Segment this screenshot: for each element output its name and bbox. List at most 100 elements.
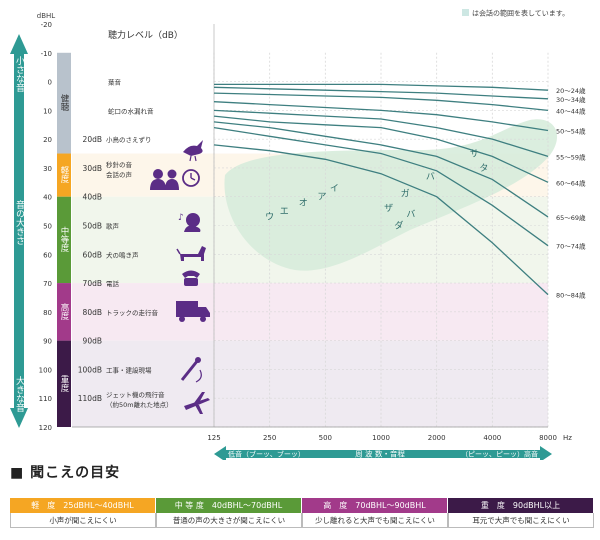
legend-head-profound: 重 度 90dBHL以上 xyxy=(448,498,594,513)
x-axis-low-label: 低音（ブーッ、ブーッ） xyxy=(228,450,305,459)
speech-legend-note: は会話の範囲を表しています。 xyxy=(472,9,569,18)
phone-icon xyxy=(182,270,200,286)
category-band-2 xyxy=(57,196,71,284)
example-label-8: トラックの走行音 xyxy=(106,308,159,317)
y-tick-12: 100 xyxy=(39,366,52,374)
series-label-7: 70～74歳 xyxy=(556,242,586,251)
example-label2-11: （約50m離れた地点） xyxy=(106,400,173,409)
y-label-top: 小さな音 xyxy=(14,56,25,93)
legend-desc-profound: 耳元で大声でも聞こえにくい xyxy=(448,513,594,528)
phoneme-1: エ xyxy=(280,207,289,217)
frequency-arrow xyxy=(214,446,552,460)
y-tick-labels: -20 -10 0 10 20 30 40 50 60 70 80 90 100 110 120 xyxy=(39,21,52,432)
y-tick-2: 0 xyxy=(48,79,52,87)
legend-desc-moderate: 普通の声の大きさが聞こえにくい xyxy=(156,513,302,528)
example-db-3: 30dB xyxy=(83,164,102,173)
example-label-10: 工事・建設現場 xyxy=(106,365,152,374)
y-tick-5: 30 xyxy=(43,165,52,173)
example-db-4: 40dB xyxy=(83,193,102,202)
phoneme-11: タ xyxy=(479,163,488,174)
singer-icon: ♪ xyxy=(178,213,201,232)
truck-icon xyxy=(176,301,210,322)
category-band-1 xyxy=(57,153,71,197)
y-tick-10: 80 xyxy=(43,309,52,317)
example-label-2: 小鳥のさえずり xyxy=(106,135,152,144)
curve-2 xyxy=(213,92,549,112)
y-tick-11: 90 xyxy=(43,338,52,346)
category-label-1: 軽度 xyxy=(59,166,69,184)
curve-7 xyxy=(213,126,549,247)
y-tick-13: 110 xyxy=(39,395,52,403)
phoneme-0: ウ xyxy=(265,212,274,223)
curve-8 xyxy=(213,144,549,296)
series-label-5: 60～64歳 xyxy=(556,178,586,187)
x-tick-0: 125 xyxy=(207,434,220,442)
y-label-bottom: 大きな音 xyxy=(14,375,25,413)
category-band-4 xyxy=(57,340,71,427)
phoneme-7: ダ xyxy=(394,219,403,231)
y-tick-1: -10 xyxy=(41,50,52,58)
legend-head-moderate: 中 等 度 40dBHL～70dBHL xyxy=(156,498,302,513)
y-tick-14: 120 xyxy=(39,424,52,432)
category-label-3: 高度 xyxy=(59,302,69,321)
y-tick-8: 60 xyxy=(43,251,52,259)
x-axis-high-label: （ピーッ、ピーッ）高音 xyxy=(461,450,538,459)
phoneme-9: バ xyxy=(426,171,435,182)
x-tick-labels: 125 250 500 1000 2000 4000 8000 xyxy=(207,434,557,442)
y-tick-6: 40 xyxy=(43,194,52,202)
category-label-4: 重度 xyxy=(59,374,69,393)
curve-5 xyxy=(213,115,549,183)
category-band-3 xyxy=(57,283,71,341)
example-label-6: 犬の鳴き声 xyxy=(106,250,139,259)
y-label-mid: 音の大きさ xyxy=(14,199,25,245)
y-tick-4: 20 xyxy=(43,136,52,144)
curve-4 xyxy=(213,109,549,158)
x-tick-4: 2000 xyxy=(428,434,446,442)
y-tick-3: 10 xyxy=(43,107,52,115)
phoneme-2: オ xyxy=(299,197,308,208)
x-tick-6: 8000 xyxy=(539,434,557,442)
category-band-0 xyxy=(57,52,71,154)
phoneme-4: ア xyxy=(318,193,327,203)
legend-desc-mild: 小声が聞こえにくい xyxy=(10,513,156,528)
legend-head-severe: 高 度 70dBHL～90dBHL xyxy=(302,498,448,513)
dog-icon xyxy=(176,246,206,261)
curve-3 xyxy=(213,101,549,132)
example-label2-3: 会話の声 xyxy=(106,170,133,179)
legend-desc-severe: 少し離れると大声でも聞こえにくい xyxy=(302,513,448,528)
series-label-0: 20～24歳 xyxy=(556,86,586,95)
section-title: ■ 聞こえの目安 xyxy=(10,465,121,481)
phoneme-5: ザ xyxy=(384,203,393,214)
series-label-4: 55～59歳 xyxy=(556,152,586,161)
x-tick-1: 250 xyxy=(263,434,276,442)
drill-icon xyxy=(180,357,202,383)
clock-icon xyxy=(182,169,200,187)
example-db-6: 60dB xyxy=(83,250,102,259)
phoneme-6: ガ xyxy=(401,189,410,200)
phoneme-3: イ xyxy=(330,184,339,194)
age-curves xyxy=(213,83,549,296)
series-label-8: 80～84歳 xyxy=(556,291,586,300)
y-unit: dBHL xyxy=(37,12,56,20)
svg-text:♪: ♪ xyxy=(178,213,184,223)
x-axis-label: 周 波 数・音程 xyxy=(355,449,405,459)
example-db-9: 90dB xyxy=(83,337,102,346)
example-label-1: 蛇口の水漏れ音 xyxy=(108,106,154,115)
example-db-11: 110dB xyxy=(78,394,102,403)
example-label-0: 葉音 xyxy=(108,78,122,87)
x-unit: Hz xyxy=(563,434,572,442)
example-label-7: 電話 xyxy=(106,279,120,288)
y-tick-9: 70 xyxy=(43,280,52,288)
y-tick-0: -20 xyxy=(41,21,52,29)
airplane-icon xyxy=(184,392,210,414)
chart-title: 聴力レベル（dB） xyxy=(108,29,183,41)
curve-1 xyxy=(213,86,549,100)
series-label-2: 40～44歳 xyxy=(556,106,586,115)
example-label-11: ジェット機の飛行音 xyxy=(106,390,165,399)
example-db-10: 100dB xyxy=(78,365,102,374)
example-db-7: 70dB xyxy=(83,279,102,288)
example-db-8: 80dB xyxy=(83,308,102,317)
